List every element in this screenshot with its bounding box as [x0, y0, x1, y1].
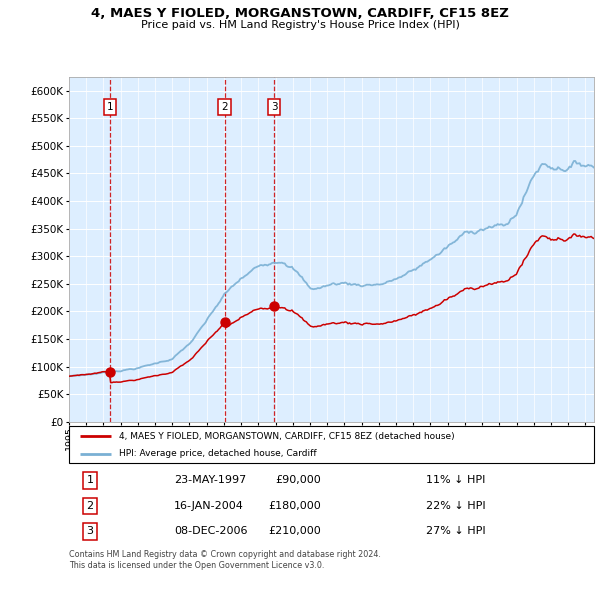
Text: Price paid vs. HM Land Registry's House Price Index (HPI): Price paid vs. HM Land Registry's House …: [140, 20, 460, 30]
Text: HPI: Average price, detached house, Cardiff: HPI: Average price, detached house, Card…: [119, 450, 317, 458]
Text: 4, MAES Y FIOLED, MORGANSTOWN, CARDIFF, CF15 8EZ: 4, MAES Y FIOLED, MORGANSTOWN, CARDIFF, …: [91, 7, 509, 20]
Text: 22% ↓ HPI: 22% ↓ HPI: [426, 501, 485, 511]
Text: 2: 2: [86, 501, 94, 511]
Text: 16-JAN-2004: 16-JAN-2004: [174, 501, 244, 511]
Text: 3: 3: [86, 526, 94, 536]
Text: 1: 1: [107, 102, 113, 112]
Text: 23-MAY-1997: 23-MAY-1997: [174, 476, 246, 486]
Text: 11% ↓ HPI: 11% ↓ HPI: [426, 476, 485, 486]
Text: 3: 3: [271, 102, 277, 112]
Text: £210,000: £210,000: [268, 526, 321, 536]
Text: £90,000: £90,000: [275, 476, 321, 486]
Text: 4, MAES Y FIOLED, MORGANSTOWN, CARDIFF, CF15 8EZ (detached house): 4, MAES Y FIOLED, MORGANSTOWN, CARDIFF, …: [119, 432, 455, 441]
Text: This data is licensed under the Open Government Licence v3.0.: This data is licensed under the Open Gov…: [69, 560, 325, 569]
Text: £180,000: £180,000: [268, 501, 321, 511]
Text: 1: 1: [86, 476, 94, 486]
Text: 08-DEC-2006: 08-DEC-2006: [174, 526, 248, 536]
Text: 2: 2: [221, 102, 228, 112]
Text: 27% ↓ HPI: 27% ↓ HPI: [426, 526, 485, 536]
Text: Contains HM Land Registry data © Crown copyright and database right 2024.: Contains HM Land Registry data © Crown c…: [69, 550, 381, 559]
